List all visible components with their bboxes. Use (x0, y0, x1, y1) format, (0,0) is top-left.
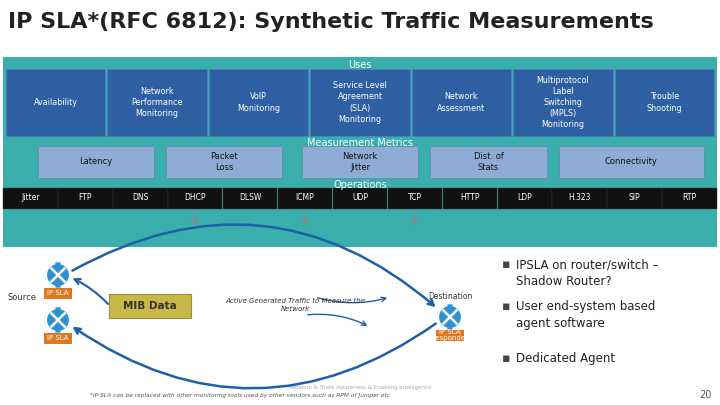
Text: ▪: ▪ (502, 258, 510, 271)
Text: DNS: DNS (132, 194, 148, 202)
Text: IP SLA
Responder: IP SLA Responder (431, 329, 469, 341)
FancyBboxPatch shape (559, 146, 703, 178)
FancyBboxPatch shape (498, 188, 552, 209)
FancyArrowPatch shape (318, 297, 386, 303)
Text: Destination: Destination (428, 292, 472, 301)
Text: Measurement Metrics: Measurement Metrics (307, 138, 413, 148)
FancyBboxPatch shape (45, 333, 72, 343)
FancyArrowPatch shape (73, 224, 433, 305)
Text: SIP: SIP (629, 194, 640, 202)
FancyBboxPatch shape (223, 188, 277, 209)
Text: Uses: Uses (348, 60, 372, 70)
Text: Dedicated Agent: Dedicated Agent (516, 352, 615, 365)
FancyBboxPatch shape (37, 146, 154, 178)
Text: Network
Jitter: Network Jitter (343, 152, 377, 172)
Text: Source: Source (7, 293, 36, 302)
Text: Operations: Operations (333, 180, 387, 190)
Circle shape (438, 305, 462, 329)
Text: 20: 20 (700, 390, 712, 400)
Text: ICMP: ICMP (296, 194, 315, 202)
Text: *IP SLA can be replaced with other monitoring tools used by other vendors such a: *IP SLA can be replaced with other monit… (90, 393, 390, 398)
FancyBboxPatch shape (4, 188, 58, 209)
FancyBboxPatch shape (615, 69, 714, 136)
Text: DHCP: DHCP (184, 194, 206, 202)
FancyBboxPatch shape (662, 188, 716, 209)
FancyBboxPatch shape (58, 188, 112, 209)
Text: Network & State Awareness & Enabling Intelligence: Network & State Awareness & Enabling Int… (289, 385, 431, 390)
Text: Jitter: Jitter (21, 194, 40, 202)
Text: RTP: RTP (683, 194, 697, 202)
FancyBboxPatch shape (278, 188, 333, 209)
FancyBboxPatch shape (513, 69, 613, 136)
Text: Network
Performance
Monitoring: Network Performance Monitoring (131, 87, 183, 118)
FancyBboxPatch shape (436, 330, 464, 341)
Text: LDP: LDP (518, 194, 532, 202)
FancyBboxPatch shape (443, 188, 497, 209)
FancyBboxPatch shape (608, 188, 662, 209)
Text: VoIP
Monitoring: VoIP Monitoring (237, 92, 280, 113)
Text: Availability: Availability (34, 98, 78, 107)
FancyBboxPatch shape (107, 69, 207, 136)
Text: Packet
Loss: Packet Loss (210, 152, 238, 172)
FancyBboxPatch shape (431, 146, 546, 178)
FancyBboxPatch shape (166, 146, 282, 178)
FancyArrowPatch shape (75, 279, 108, 304)
FancyBboxPatch shape (168, 188, 222, 209)
FancyBboxPatch shape (113, 188, 168, 209)
Text: DLSW: DLSW (239, 194, 261, 202)
FancyBboxPatch shape (209, 69, 308, 136)
Circle shape (46, 308, 70, 332)
FancyBboxPatch shape (3, 57, 717, 247)
FancyArrowPatch shape (307, 314, 366, 325)
Text: Multiprotocol
Label
Switching
(MPLS)
Monitoring: Multiprotocol Label Switching (MPLS) Mon… (536, 76, 589, 129)
Text: MIB Data: MIB Data (123, 301, 177, 311)
Text: IP SLA: IP SLA (48, 290, 68, 296)
FancyArrowPatch shape (75, 324, 436, 388)
Text: Trouble
Shooting: Trouble Shooting (647, 92, 682, 113)
Text: ▪: ▪ (502, 300, 510, 313)
FancyBboxPatch shape (45, 288, 72, 298)
Text: Connectivity: Connectivity (605, 158, 658, 166)
Text: ▪: ▪ (502, 352, 510, 365)
Text: Network
Assessment: Network Assessment (437, 92, 485, 113)
Text: UDP: UDP (352, 194, 368, 202)
FancyBboxPatch shape (302, 146, 418, 178)
Text: Service Level
Agreement
(SLA)
Monitoring: Service Level Agreement (SLA) Monitoring (333, 81, 387, 124)
Text: IPSLA on router/switch –
Shadow Router?: IPSLA on router/switch – Shadow Router? (516, 258, 658, 288)
FancyBboxPatch shape (552, 188, 607, 209)
FancyBboxPatch shape (333, 188, 387, 209)
Text: Dist. of
Stats: Dist. of Stats (474, 152, 503, 172)
Text: FTP: FTP (78, 194, 92, 202)
FancyBboxPatch shape (387, 188, 442, 209)
Text: IP SLA*(RFC 6812): Synthetic Traffic Measurements: IP SLA*(RFC 6812): Synthetic Traffic Mea… (8, 12, 654, 32)
FancyBboxPatch shape (412, 69, 511, 136)
Text: HTTP: HTTP (460, 194, 480, 202)
Text: Latency: Latency (79, 158, 112, 166)
Text: TCP: TCP (408, 194, 422, 202)
FancyBboxPatch shape (109, 294, 191, 318)
Circle shape (46, 263, 70, 287)
Text: User end-system based
agent software: User end-system based agent software (516, 300, 655, 330)
FancyBboxPatch shape (6, 69, 105, 136)
FancyBboxPatch shape (310, 69, 410, 136)
Text: H.323: H.323 (569, 194, 591, 202)
Text: IP SLA: IP SLA (48, 335, 68, 341)
Text: Active Generated Traffic to Measure the
Network: Active Generated Traffic to Measure the … (225, 298, 365, 312)
